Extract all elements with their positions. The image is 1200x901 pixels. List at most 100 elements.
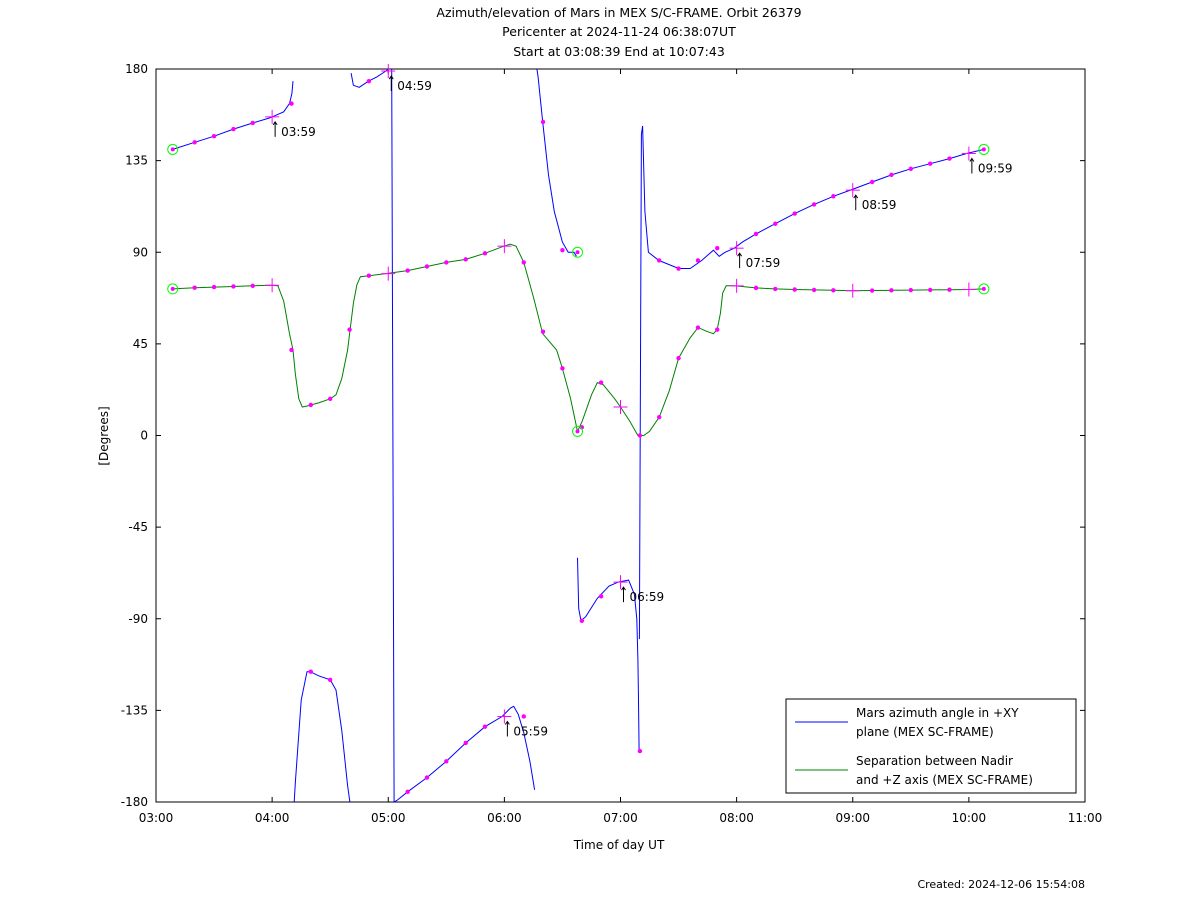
data-point-dot	[560, 248, 565, 253]
y-axis-label: [Degrees]	[97, 406, 111, 465]
legend-label: Mars azimuth angle in +XY	[856, 706, 1019, 720]
data-point-dot	[831, 194, 836, 199]
data-point-dot	[715, 245, 720, 251]
separation-series-line	[172, 243, 984, 436]
data-point-dot	[773, 286, 778, 292]
azimuth-series-line	[172, 81, 294, 150]
title-line-2: Pericenter at 2024-11-24 06:38:07UT	[502, 24, 736, 39]
data-point-dot	[579, 425, 585, 430]
hour-cross-marker	[381, 266, 396, 281]
data-point-dot	[928, 287, 933, 293]
annotation-arrowhead	[621, 586, 626, 591]
plot-frame	[155, 68, 1086, 803]
azimuth-series-line	[391, 68, 536, 803]
data-point-dot	[231, 126, 236, 132]
annotation-arrowhead	[504, 720, 510, 725]
y-tick-label: -90	[128, 612, 148, 626]
data-point-dot	[695, 325, 701, 330]
series-layer	[172, 68, 985, 803]
data-point-dot	[347, 327, 352, 332]
azimuth-series-line	[577, 557, 640, 752]
data-point-dot	[444, 759, 449, 764]
data-point-dot	[715, 327, 720, 332]
start-end-dot	[575, 429, 580, 434]
annotation-label: 06:59	[630, 590, 665, 604]
time-annotation: 04:59	[388, 75, 432, 93]
hour-cross-marker	[961, 282, 976, 297]
start-end-circle	[978, 143, 990, 155]
data-point-dot	[521, 260, 526, 265]
data-point-dot	[637, 433, 643, 438]
y-tick-label: -180	[121, 795, 148, 809]
start-end-dot	[170, 286, 175, 291]
x-tick-label: 09:00	[835, 811, 870, 825]
x-tick-label: 03:00	[139, 811, 174, 825]
hour-cross-marker	[497, 239, 512, 254]
y-tick-label: 135	[125, 154, 148, 168]
legend-label: Separation between Nadir	[856, 754, 1013, 768]
data-point-dot	[366, 273, 372, 278]
hour-cross-marker	[265, 278, 280, 293]
data-point-dot	[192, 285, 197, 290]
data-point-dot	[405, 268, 410, 273]
annotation-label: 03:59	[281, 125, 316, 139]
hour-cross-marker	[497, 709, 512, 724]
data-point-dot	[463, 740, 468, 746]
annotation-label: 09:59	[978, 161, 1013, 175]
data-point-dot	[598, 594, 604, 599]
hour-cross-marker	[381, 64, 396, 79]
data-point-dot	[211, 284, 217, 290]
azimuth-series-line	[350, 68, 389, 88]
hour-cross-marker	[961, 146, 976, 161]
x-tick-label: 08:00	[719, 811, 754, 825]
time-annotation: 05:59	[504, 720, 548, 738]
data-point-dot	[908, 287, 914, 293]
y-tick-label: 180	[125, 62, 148, 76]
data-point-dot	[192, 140, 197, 145]
data-point-dot	[869, 179, 875, 185]
y-tick-label: -45	[128, 520, 148, 534]
data-point-dot	[908, 166, 914, 171]
time-annotation: 03:59	[272, 120, 316, 139]
time-annotation: 09:59	[969, 157, 1013, 175]
time-annotation: 06:59	[621, 586, 665, 604]
data-point-dot	[656, 414, 662, 420]
y-tick-label: 45	[133, 337, 148, 351]
azimuth-series-line	[293, 671, 351, 803]
hour-cross-marker	[613, 399, 628, 414]
data-point-dot	[676, 266, 681, 271]
start-end-dot	[575, 250, 580, 255]
data-point-dot	[327, 677, 333, 683]
data-point-dot	[676, 355, 681, 361]
x-tick-label: 06:00	[487, 811, 522, 825]
data-point-dot	[656, 258, 662, 263]
chart-title: Azimuth/elevation of Mars in MEX S/C-FRA…	[436, 5, 801, 59]
x-tick-label: 04:00	[255, 811, 290, 825]
annotation-arrowhead	[388, 75, 394, 80]
y-tick-label: 0	[140, 429, 148, 443]
y-tick-label: 90	[133, 245, 148, 259]
data-point-dot	[811, 287, 817, 293]
hour-cross-marker	[729, 278, 744, 293]
data-point-dot	[308, 402, 313, 408]
data-point-dot	[753, 231, 759, 237]
data-point-dot	[540, 119, 546, 125]
data-point-dot	[366, 79, 372, 84]
start-end-circle	[572, 246, 584, 258]
hour-cross-marker	[845, 183, 860, 198]
start-end-dot	[981, 147, 986, 152]
data-point-dot	[792, 287, 797, 292]
data-point-dot	[579, 618, 585, 623]
data-point-dot	[598, 380, 604, 385]
annotation-arrowhead	[853, 194, 859, 199]
data-point-dot	[792, 211, 797, 216]
start-end-dot	[170, 147, 175, 152]
annotation-arrowhead	[737, 252, 743, 257]
title-line-3: Start at 03:08:39 End at 10:07:43	[513, 44, 725, 59]
x-tick-label: 07:00	[603, 811, 638, 825]
data-point-dot	[753, 285, 759, 291]
hour-cross-marker	[845, 283, 860, 298]
data-point-dot	[831, 288, 836, 293]
title-line-1: Azimuth/elevation of Mars in MEX S/C-FRA…	[436, 5, 801, 20]
created-footer: Created: 2024-12-06 15:54:08	[917, 878, 1085, 891]
